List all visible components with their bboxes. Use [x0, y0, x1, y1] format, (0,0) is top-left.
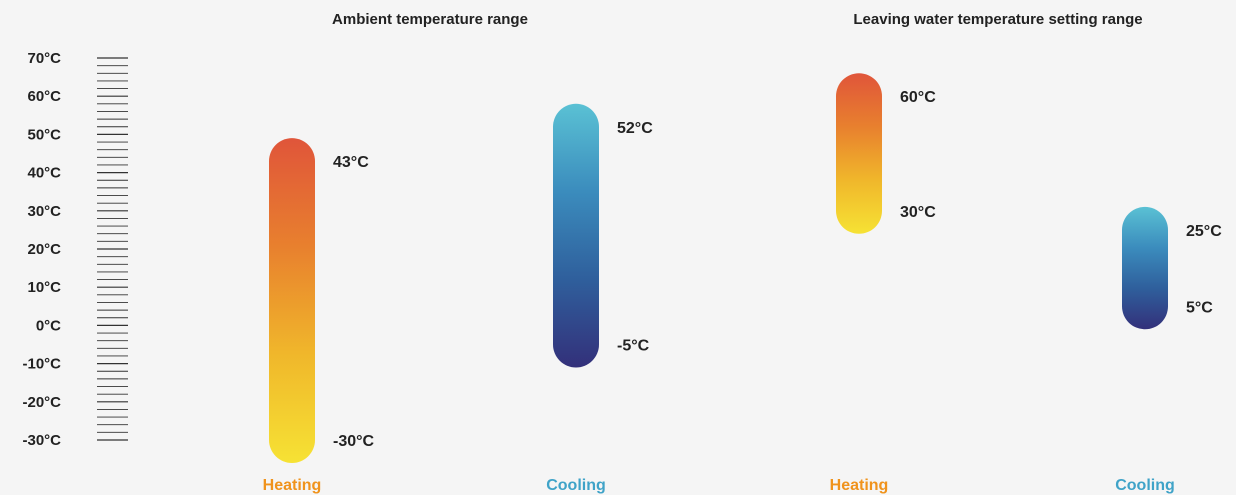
range-max-label: 43°C: [333, 154, 369, 171]
range-max-label: 60°C: [900, 89, 936, 106]
scale-tick-label: 0°C: [36, 317, 61, 334]
range-bar-heating: [269, 138, 315, 463]
category-label-heating: Heating: [263, 477, 322, 494]
range-max-label: 25°C: [1186, 223, 1222, 240]
range-panels: Ambient temperature range 43°C -30°C Heatin…: [263, 11, 1223, 494]
range-bar-cooling: [553, 103, 599, 368]
scale-tick-label: -20°C: [22, 394, 61, 411]
panel: Ambient temperature range 43°C -30°C Heatin…: [263, 11, 654, 494]
panel-title: Ambient temperature range: [332, 11, 528, 28]
panel: Leaving water temperature setting range 6…: [830, 11, 1223, 494]
scale-tick-label: -30°C: [22, 432, 61, 449]
scale-tick-label: 30°C: [27, 203, 61, 220]
scale-tick-label: 60°C: [27, 88, 61, 105]
range-min-label: 30°C: [900, 204, 936, 221]
category-label-cooling: Cooling: [546, 477, 606, 494]
range-bar-heating: [836, 73, 882, 234]
range-max-label: 52°C: [617, 120, 653, 137]
range-min-label: -5°C: [617, 338, 650, 355]
category-label-heating: Heating: [830, 477, 889, 494]
scale-tick-label: 50°C: [27, 126, 61, 143]
temperature-scale: 70°C 60°C 50°C 40°C 30°C 20°C 10°C 0°C -10°C -20°…: [22, 50, 128, 449]
scale-tick-label: 20°C: [27, 241, 61, 258]
panel-title: Leaving water temperature setting range: [853, 11, 1142, 28]
category-label-cooling: Cooling: [1115, 477, 1175, 494]
scale-tick-label: -10°C: [22, 356, 61, 373]
scale-tick-label: 40°C: [27, 165, 61, 182]
range-min-label: 5°C: [1186, 299, 1213, 316]
scale-tick-label: 10°C: [27, 279, 61, 296]
range-min-label: -30°C: [333, 433, 375, 450]
scale-tick-label: 70°C: [27, 50, 61, 67]
range-bar-cooling: [1122, 206, 1168, 330]
